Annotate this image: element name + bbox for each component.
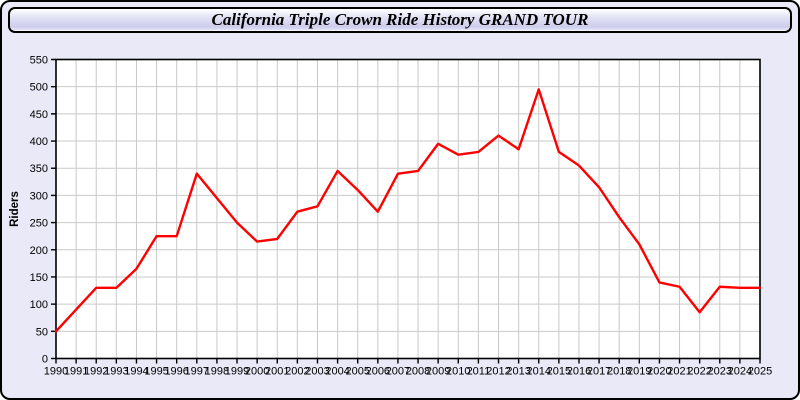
x-tick-label: 1998 <box>205 366 229 378</box>
x-tick-label: 2007 <box>386 366 410 378</box>
x-tick-label: 1999 <box>225 366 249 378</box>
x-tick-label: 2025 <box>748 366 772 378</box>
x-tick-label: 2022 <box>687 366 711 378</box>
x-tick-label: 2019 <box>627 366 651 378</box>
page-title: California Triple Crown Ride History GRA… <box>211 10 589 29</box>
x-tick-label: 2014 <box>527 366 551 378</box>
y-tick-label: 250 <box>30 218 48 230</box>
x-tick-label: 2003 <box>305 366 329 378</box>
y-tick-label: 300 <box>30 190 48 202</box>
x-tick-label: 2016 <box>567 366 591 378</box>
x-tick-label: 1993 <box>104 366 128 378</box>
x-tick-label: 2006 <box>366 366 390 378</box>
x-tick-label: 1992 <box>84 366 108 378</box>
x-tick-label: 2005 <box>345 366 369 378</box>
title-bar: California Triple Crown Ride History GRA… <box>8 7 792 33</box>
y-tick-label: 200 <box>30 245 48 257</box>
x-tick-label: 2004 <box>325 366 349 378</box>
x-tick-label: 1990 <box>44 366 68 378</box>
data-line <box>54 88 762 333</box>
y-axis-title: Riders <box>9 191 21 227</box>
x-tick-label: 1997 <box>185 366 209 378</box>
x-tick-label: 1994 <box>124 366 148 378</box>
x-tick-label: 2024 <box>728 366 752 378</box>
y-tick-label: 100 <box>30 299 48 311</box>
y-tick-label: 150 <box>30 272 48 284</box>
y-tick-label: 500 <box>30 82 48 94</box>
y-tick-label: 450 <box>30 109 48 121</box>
x-tick-label: 2020 <box>647 366 671 378</box>
x-tick-label: 2012 <box>486 366 510 378</box>
y-tick-label: 550 <box>30 55 48 67</box>
y-tick-label: 50 <box>36 326 48 338</box>
y-tick-label: 350 <box>30 163 48 175</box>
y-tick-label: 0 <box>42 354 48 366</box>
x-tick-label: 2010 <box>446 366 470 378</box>
x-tick-label: 2018 <box>607 366 631 378</box>
x-tick-label: 2001 <box>265 366 289 378</box>
x-tick-label: 2002 <box>285 366 309 378</box>
x-tick-label: 2011 <box>467 366 491 378</box>
x-tick-label: 2009 <box>426 366 450 378</box>
x-tick-label: 1996 <box>164 366 188 378</box>
x-tick-label: 1995 <box>144 366 168 378</box>
x-tick-label: 2017 <box>587 366 611 378</box>
x-tick-label: 2013 <box>506 366 530 378</box>
x-tick-label: 2021 <box>667 366 691 378</box>
x-tick-label: 2008 <box>406 366 430 378</box>
x-tick-label: 2015 <box>547 366 571 378</box>
x-tick-label: 1991 <box>64 366 88 378</box>
plot-area <box>56 59 760 359</box>
x-tick-label: 2023 <box>708 366 732 378</box>
y-tick-label: 400 <box>30 136 48 148</box>
x-tick-label: 2000 <box>245 366 269 378</box>
plot-border <box>55 58 761 360</box>
